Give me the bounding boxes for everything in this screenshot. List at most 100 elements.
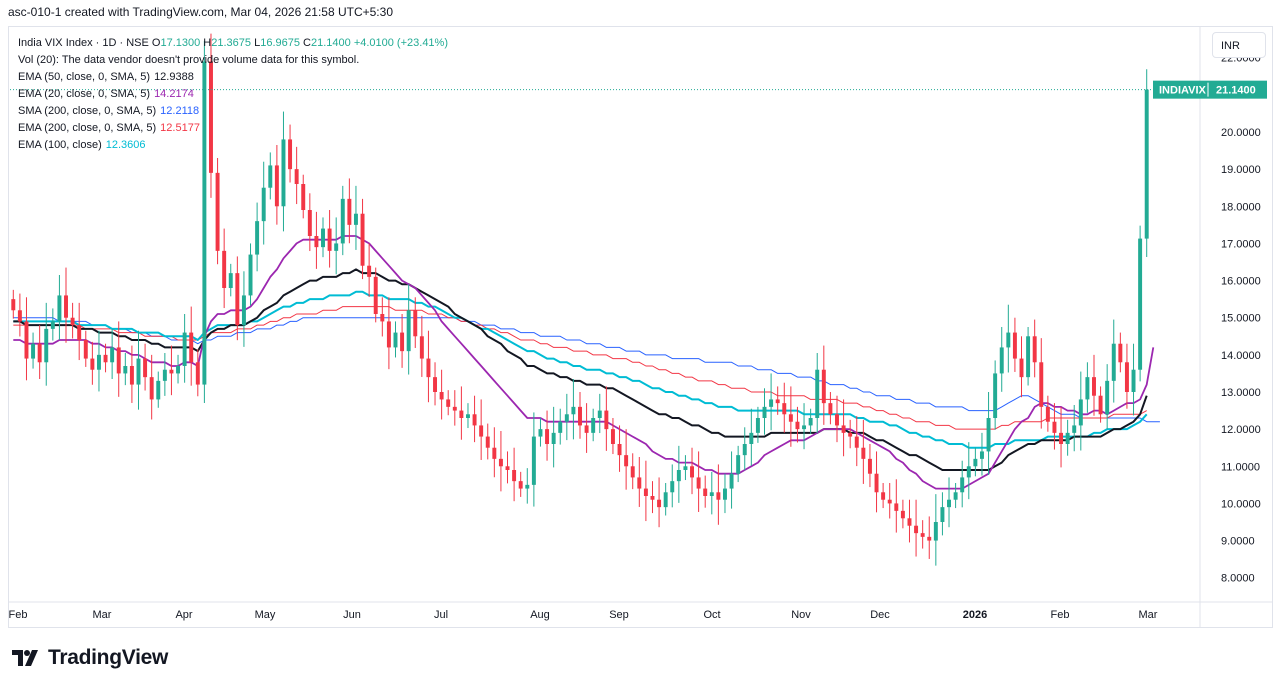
indicator-ema100[interactable]: EMA (100, close) 12.3606 (18, 137, 448, 154)
indicator-value: 12.5177 (160, 122, 200, 134)
candle-body (643, 488, 648, 496)
candle-body (881, 492, 886, 500)
candle-body (1144, 89, 1149, 239)
candle-body (736, 455, 741, 474)
candle-body (37, 343, 42, 363)
candle-body (1124, 362, 1129, 392)
indicator-value: 12.3606 (105, 139, 146, 151)
candle-body (518, 481, 523, 489)
y-tick-label: 11.0000 (1221, 461, 1260, 473)
candle-body (841, 425, 846, 433)
candle-body (176, 366, 181, 374)
indicator-ema50[interactable]: EMA (50, close, 0, SMA, 5) 12.9388 (18, 69, 448, 86)
candle-body (288, 139, 293, 170)
indicator-ema200[interactable]: EMA (200, close, 0, SMA, 5) 12.5177 (18, 120, 448, 137)
x-tick-label: Dec (870, 609, 890, 621)
candle-body (742, 444, 747, 456)
x-tick-label: Mar (93, 609, 112, 621)
ohlc-close-value: 21.1400 (310, 37, 351, 49)
candle-body (749, 432, 754, 444)
candle-body (123, 366, 128, 374)
candle-body (367, 265, 372, 277)
currency-button[interactable]: INR (1212, 32, 1266, 58)
candle-body (683, 466, 688, 470)
candle-body (136, 358, 141, 385)
candle-body (512, 470, 517, 482)
candle-body (96, 354, 101, 370)
candle-body (498, 458, 503, 467)
candle-body (670, 481, 675, 493)
x-tick-label: 2026 (963, 609, 987, 621)
candle-body (169, 369, 174, 374)
candle-body (1105, 380, 1110, 415)
candle-body (690, 466, 694, 478)
candle-body (314, 236, 319, 248)
indicator-name: EMA (100, close) (18, 139, 102, 151)
tradingview-logo[interactable]: TradingView (12, 646, 168, 670)
candle-body (485, 436, 490, 448)
candle-body (696, 477, 701, 489)
candle-body (274, 165, 279, 207)
candle-body (77, 325, 82, 340)
chart-header: asc-010-1 created with TradingView.com, … (8, 5, 393, 19)
candle-body (821, 369, 826, 404)
candle-body (149, 377, 154, 400)
ohlc-change-value: +4.0100 (+23.41%) (353, 37, 448, 49)
candle-body (182, 332, 187, 366)
candle-body (129, 366, 134, 385)
candle-body (505, 466, 510, 470)
candle-body (835, 414, 839, 426)
candle-body (940, 507, 945, 522)
candle-body (50, 321, 55, 329)
x-tick-label: Oct (703, 609, 720, 621)
candle-body (900, 510, 905, 519)
candle-body (44, 328, 49, 363)
candle-body (999, 347, 1004, 374)
candle-body (861, 447, 866, 459)
price-tag-value: 21.1400 (1216, 85, 1256, 97)
candle-body (1052, 421, 1057, 433)
legend: India VIX Index · 1D · NSE O17.1300 H21.… (18, 35, 448, 154)
candle-body (446, 399, 451, 407)
candle-body (202, 61, 207, 385)
candle-body (327, 228, 332, 251)
candle-body (828, 403, 833, 415)
indicator-sma200[interactable]: SMA (200, close, 0, SMA, 5) 12.2118 (18, 103, 448, 120)
indicator-ema20[interactable]: EMA (20, close, 0, SMA, 5) 14.2174 (18, 86, 448, 103)
y-tick-label: 15.0000 (1221, 313, 1261, 325)
indicator-name: EMA (50, close, 0, SMA, 5) (18, 71, 151, 83)
candle-body (143, 358, 148, 378)
candle-body (617, 444, 622, 456)
candle-body (1059, 432, 1064, 444)
candle-body (459, 410, 464, 418)
y-tick-label: 10.0000 (1221, 498, 1261, 510)
candle-body (334, 243, 339, 251)
ohlc-open-value: 17.1300 (160, 37, 201, 49)
candle-body (353, 213, 358, 225)
candle-body (907, 518, 912, 526)
candle-body (472, 414, 477, 426)
indicator-value: 12.9388 (154, 71, 194, 83)
candle-body (255, 221, 260, 255)
candle-body (11, 299, 16, 311)
candle-body (604, 410, 609, 430)
ohlc-close-label: C (303, 37, 311, 49)
candle-body (709, 492, 714, 496)
y-tick-label: 19.0000 (1221, 164, 1261, 176)
ema50-line (13, 268, 1148, 471)
candle-body (31, 343, 36, 359)
x-tick-label: May (255, 609, 276, 621)
chart-canvas[interactable]: 8.0000 9.0000 10.0000 11.0000 12.0000 13.0000… (0, 0, 1281, 640)
symbol-label[interactable]: India VIX Index · 1D · NSE (18, 37, 149, 49)
candle-body (993, 373, 998, 418)
candle-body (1032, 336, 1037, 363)
candle-body (610, 429, 615, 444)
candle-body (874, 473, 879, 493)
candle-body (914, 525, 919, 534)
x-tick-label: Jun (343, 609, 361, 621)
ema200-line (13, 306, 1147, 430)
candle-body (215, 172, 220, 251)
candle-body (584, 425, 589, 433)
candle-body (360, 213, 365, 266)
y-tick-label: 20.0000 (1221, 127, 1261, 139)
